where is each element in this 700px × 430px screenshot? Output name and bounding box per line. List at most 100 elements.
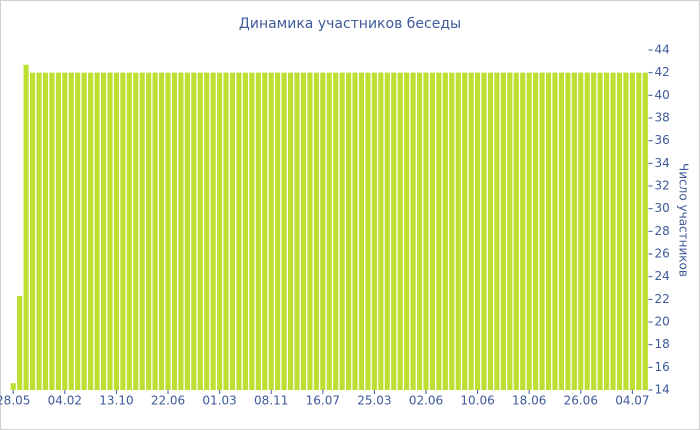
bar	[597, 72, 603, 391]
bar	[526, 72, 532, 391]
bar	[49, 72, 55, 391]
bar	[416, 72, 423, 391]
y-tick-label: 38	[655, 111, 670, 125]
x-tick-label: 10.06	[460, 394, 494, 408]
bar	[410, 72, 416, 391]
bar	[171, 72, 178, 391]
bar	[100, 72, 107, 391]
bar	[391, 72, 397, 391]
bar	[507, 72, 513, 391]
bar	[217, 72, 223, 391]
bar	[371, 72, 377, 391]
bar	[487, 72, 494, 391]
bar	[475, 72, 481, 391]
bar	[62, 72, 68, 391]
bar	[23, 64, 29, 390]
bar	[481, 72, 487, 391]
bar	[165, 72, 171, 391]
y-tick-label: 26	[655, 247, 670, 261]
bar	[152, 72, 158, 391]
bar	[81, 72, 87, 391]
bar	[533, 72, 539, 391]
bar	[139, 72, 145, 391]
x-tick-label: 28.05	[0, 394, 30, 408]
bar	[436, 72, 442, 391]
bar	[75, 72, 81, 391]
y-tick-label: 34	[655, 156, 670, 170]
bar	[249, 72, 255, 391]
y-axis-label: Число участников	[677, 163, 691, 277]
y-tick-label: 14	[655, 383, 670, 397]
bar	[346, 72, 352, 391]
bar	[404, 72, 410, 391]
y-tick-label: 36	[655, 133, 670, 147]
bar	[558, 72, 565, 391]
bar	[320, 72, 326, 391]
bar	[591, 72, 597, 391]
bar	[378, 72, 384, 391]
bar	[275, 72, 281, 391]
y-tick-label: 28	[655, 224, 670, 238]
x-tick-label: 22.06	[151, 394, 185, 408]
bar	[204, 72, 210, 391]
y-tick-label: 20	[655, 315, 670, 329]
bar	[17, 295, 23, 390]
bar	[313, 72, 319, 391]
bar	[68, 72, 74, 391]
chart-title: Динамика участников беседы	[239, 16, 461, 32]
x-tick-label: 04.07	[615, 394, 649, 408]
bar	[603, 72, 610, 391]
bar	[113, 72, 119, 391]
bar	[88, 72, 94, 391]
bar	[610, 72, 616, 391]
bar	[287, 72, 294, 391]
bar	[223, 72, 229, 391]
bar	[146, 72, 152, 391]
bar	[229, 72, 236, 391]
bar	[307, 72, 313, 391]
x-tick-label: 13.10	[99, 394, 133, 408]
y-tick-label: 40	[655, 88, 670, 102]
bar	[365, 72, 371, 391]
bar	[294, 72, 300, 391]
bar	[36, 72, 42, 391]
x-tick-label: 02.06	[409, 394, 443, 408]
y-tick-label: 24	[655, 269, 670, 283]
bar	[623, 72, 629, 391]
bar	[520, 72, 526, 391]
x-tick-label: 04.02	[48, 394, 82, 408]
x-tick-label: 08.11	[254, 394, 288, 408]
bar	[133, 72, 139, 391]
bar	[449, 72, 455, 391]
y-tick-label: 22	[655, 292, 670, 306]
bar	[462, 72, 468, 391]
bar	[578, 72, 584, 391]
bar	[545, 72, 552, 391]
bar	[236, 72, 242, 391]
bar	[636, 72, 642, 391]
bar	[300, 72, 307, 391]
y-tick-label: 44	[655, 43, 670, 57]
bar	[500, 72, 506, 391]
x-tick-label: 18.06	[512, 394, 546, 408]
bar	[571, 72, 577, 391]
bar	[539, 72, 545, 391]
bar	[584, 72, 590, 391]
bar	[616, 72, 623, 391]
bar	[642, 72, 648, 391]
bar	[10, 383, 16, 390]
bar	[94, 72, 100, 391]
bar	[42, 72, 49, 391]
bar	[442, 72, 448, 391]
bar	[107, 72, 113, 391]
bar	[423, 72, 429, 391]
bar	[210, 72, 216, 391]
bar	[55, 72, 61, 391]
bar	[494, 72, 500, 391]
bar	[262, 72, 268, 391]
bar	[629, 72, 635, 391]
bar	[178, 72, 184, 391]
bar	[513, 72, 519, 391]
y-tick-label: 18	[655, 337, 670, 351]
